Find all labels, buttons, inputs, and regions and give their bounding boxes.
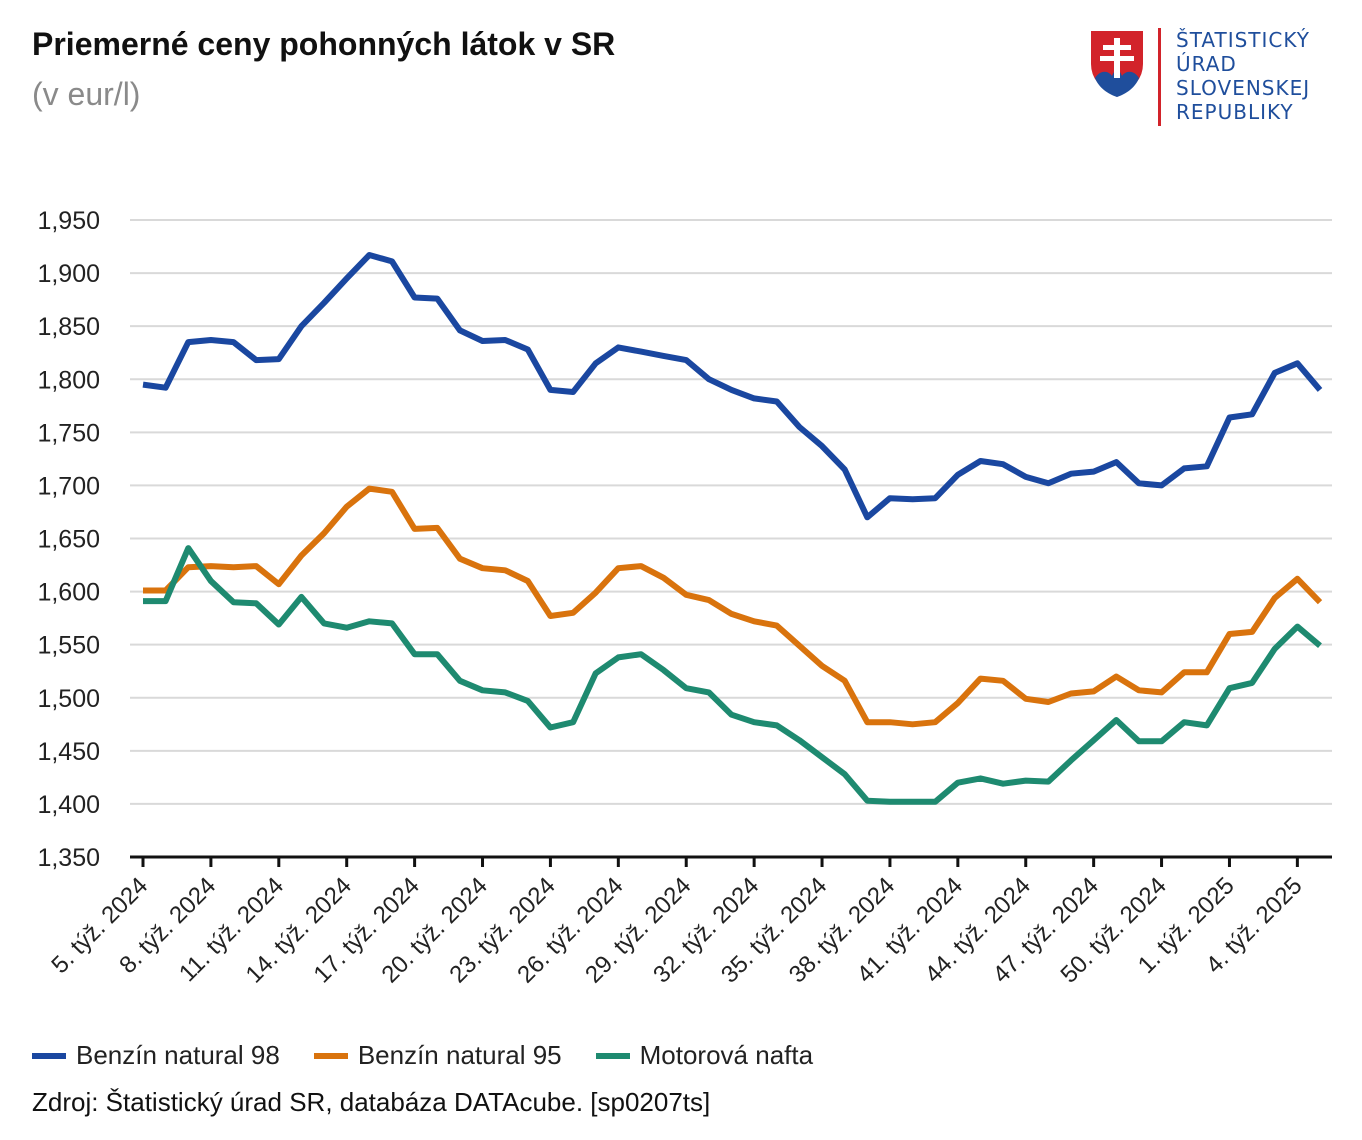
statistical-office-logo: ŠTATISTICKÝ ÚRAD SLOVENSKEJ REPUBLIKY [1088, 28, 1328, 128]
logo-line: ŠTATISTICKÝ [1176, 28, 1310, 52]
legend-item-benzin-98: Benzín natural 98 [32, 1040, 280, 1071]
y-tick-label: 1,900 [37, 260, 100, 288]
y-tick-label: 1,450 [37, 738, 100, 766]
y-tick-label: 1,950 [37, 207, 100, 235]
legend-label: Benzín natural 98 [76, 1040, 280, 1070]
logo-line: SLOVENSKEJ [1176, 76, 1311, 100]
legend-label: Benzín natural 95 [357, 1040, 562, 1070]
line-chart: 1,350 1,400 1,450 1,500 1,550 1,600 1,650 1,700… [37, 207, 1332, 988]
logo-text: ŠTATISTICKÝ ÚRAD SLOVENSKEJ REPUBLIKY [1176, 28, 1310, 124]
y-tick-label: 1,500 [37, 685, 100, 713]
source-note: Zdroj: Štatistický úrad SR, databáza DAT… [32, 1087, 711, 1117]
logo-line: ÚRAD [1176, 52, 1237, 76]
series-line [142, 252, 1323, 521]
logo-divider [1158, 28, 1161, 126]
series-line [143, 545, 1322, 805]
legend-swatch [32, 1052, 66, 1059]
legend-item-benzin-95: Benzín natural 95 [313, 1040, 562, 1071]
chart-legend: Benzín natural 98 Benzín natural 95 Moto… [32, 1040, 847, 1071]
y-tick-label: 1,400 [37, 791, 100, 819]
y-tick-label: 1,350 [37, 844, 100, 872]
y-tick-label: 1,550 [37, 632, 100, 660]
legend-label: Motorová nafta [639, 1040, 814, 1070]
legend-swatch [313, 1052, 348, 1059]
y-tick-label: 1,750 [37, 419, 100, 447]
y-tick-label: 1,700 [37, 472, 100, 500]
chart-subtitle: (v eur/l) [32, 76, 141, 112]
y-tick-label: 1,800 [37, 366, 100, 394]
y-tick-label: 1,650 [37, 526, 100, 554]
chart-title: Priemerné ceny pohonných látok v SR [32, 26, 616, 62]
legend-swatch [595, 1052, 630, 1059]
slovak-coat-of-arms-icon [1089, 29, 1145, 100]
series-line [143, 485, 1323, 728]
legend-item-motorova-nafta: Motorová nafta [595, 1040, 814, 1071]
logo-line: REPUBLIKY [1176, 100, 1294, 124]
y-tick-label: 1,600 [37, 579, 100, 607]
y-tick-label: 1,850 [37, 313, 100, 341]
